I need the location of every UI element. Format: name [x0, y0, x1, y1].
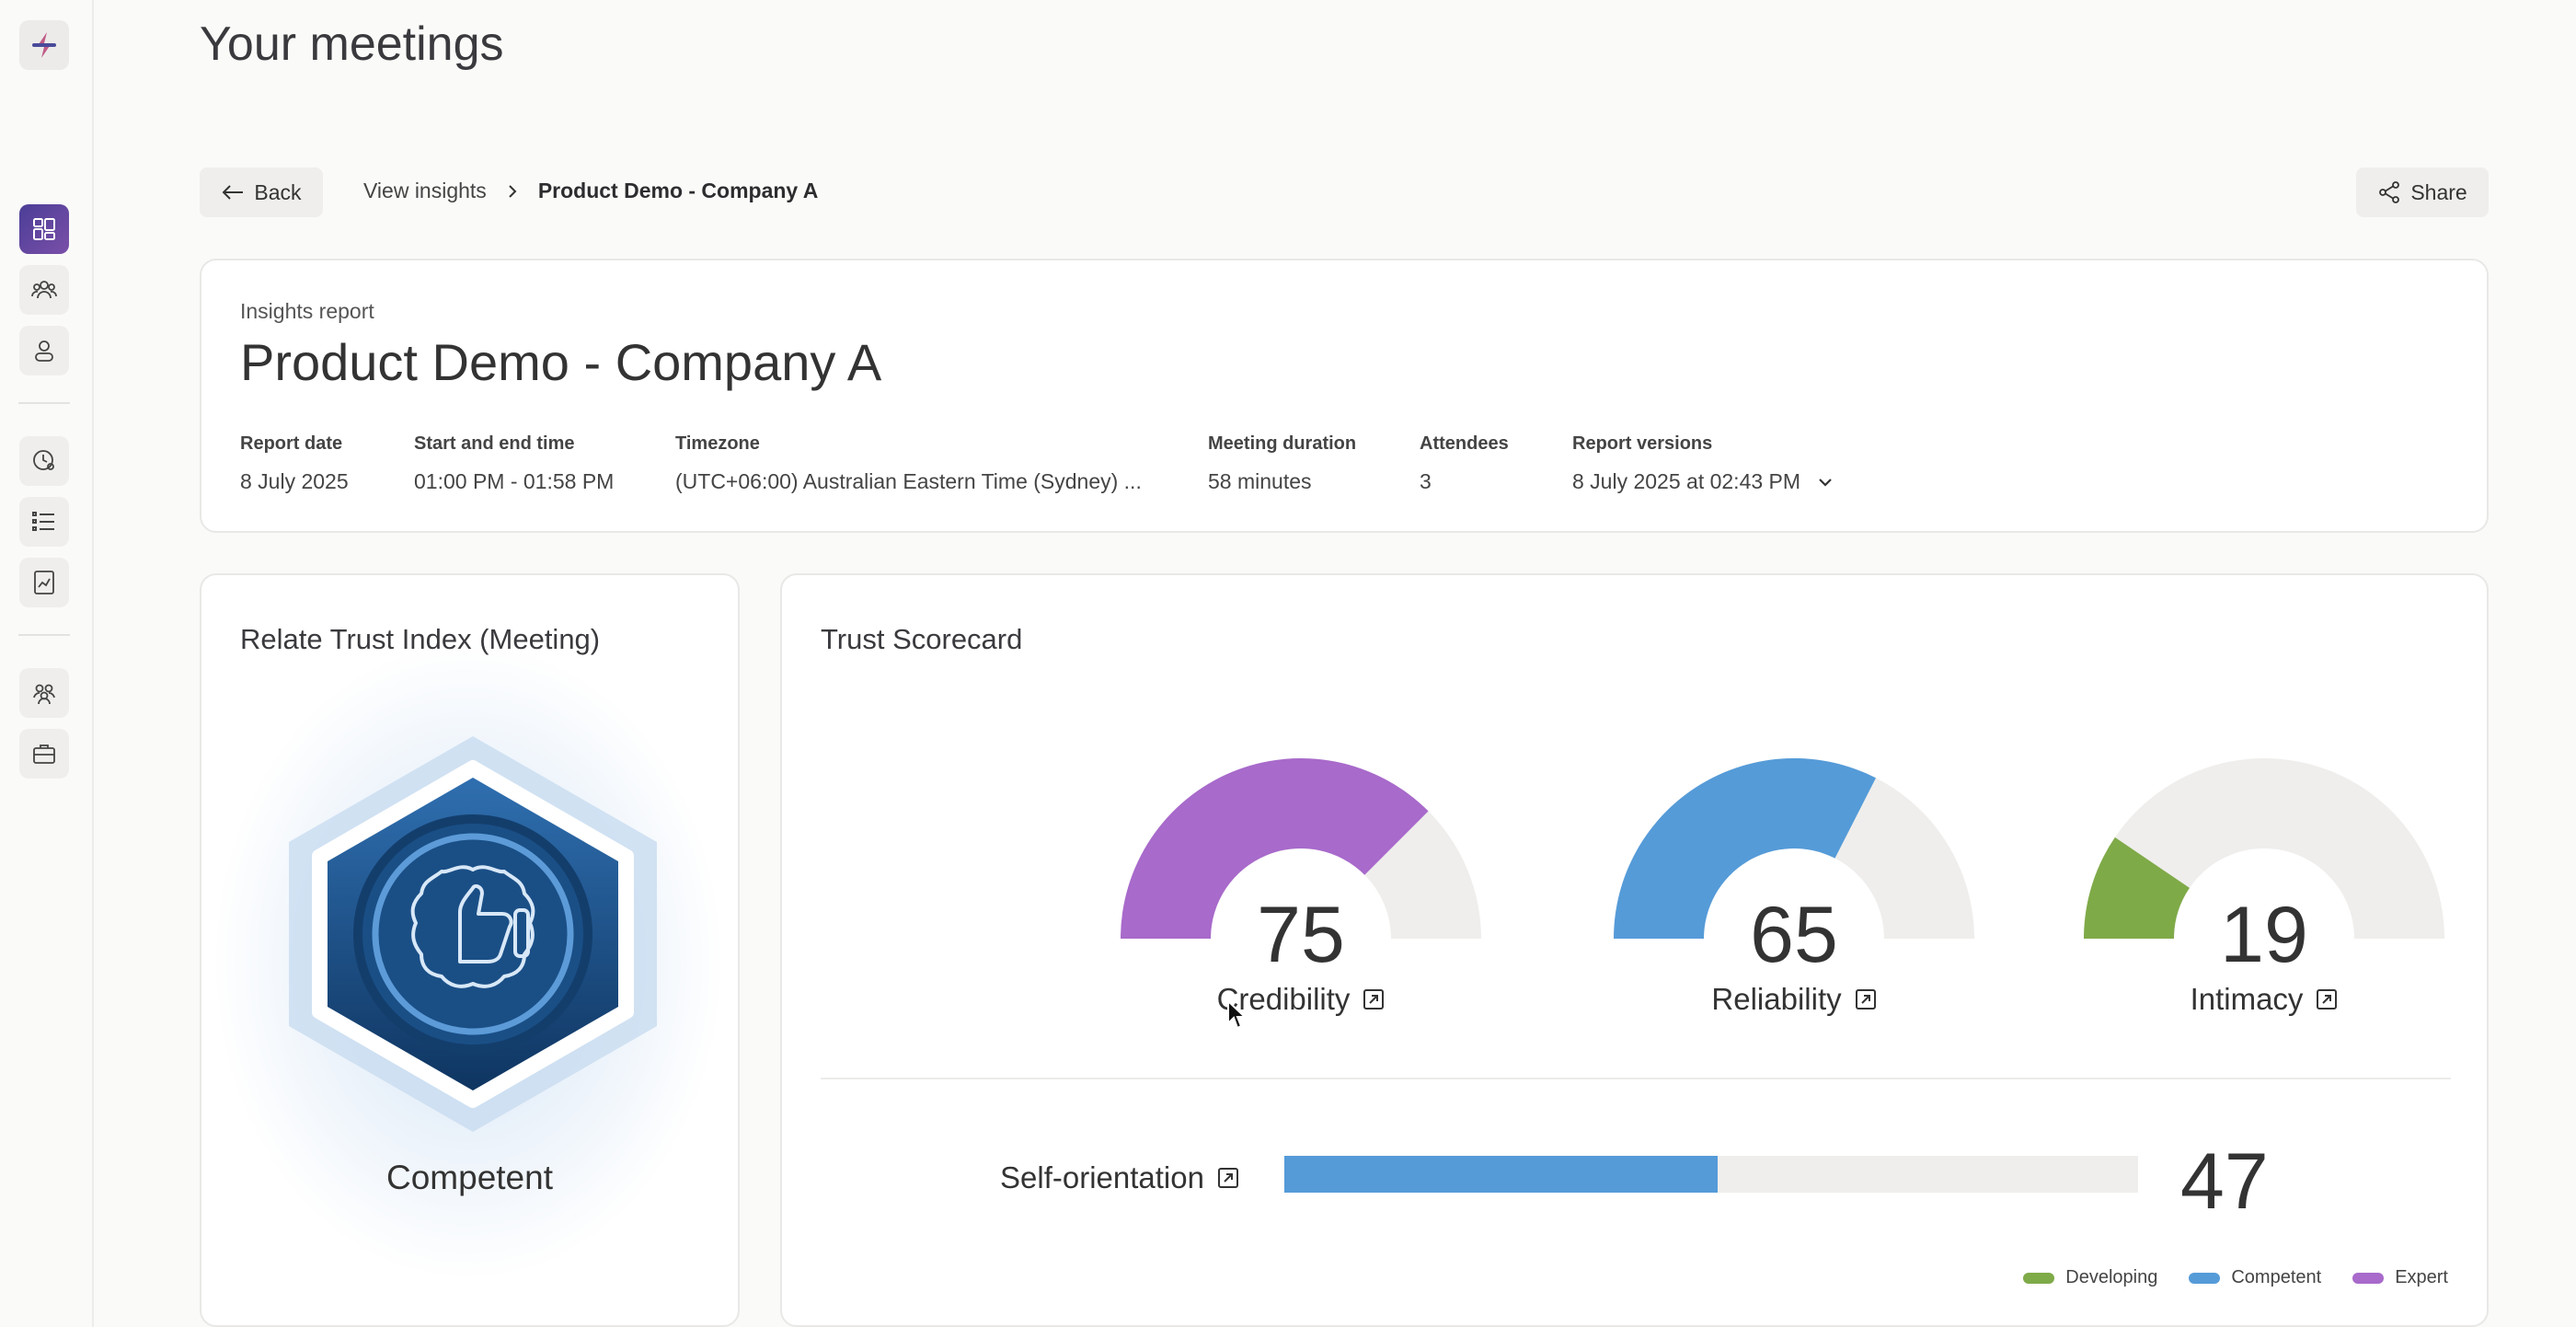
meta-label: Start and end time [414, 433, 575, 454]
gauge-fill-reliability [1614, 757, 1876, 939]
self-orientation-label-text: Self-orientation [1000, 1160, 1204, 1194]
legend-developing: Developing [2023, 1267, 2157, 1288]
gauges-chart [1121, 757, 2444, 939]
meta-label: Report versions [1572, 433, 1713, 454]
team-icon [33, 684, 55, 705]
nav-activity[interactable] [19, 436, 69, 486]
nav-reports[interactable] [19, 558, 69, 607]
share-button[interactable]: Share [2356, 167, 2489, 217]
share-icon [2379, 181, 2400, 203]
external-link-icon[interactable] [1217, 1167, 1239, 1189]
meta-label: Attendees [1420, 433, 1509, 454]
report-title: Product Demo - Company A [240, 333, 882, 391]
meta-label: Report date [240, 433, 343, 454]
reliability-label[interactable]: Reliability [1656, 982, 1932, 1017]
reliability-label-text: Reliability [1711, 982, 1842, 1016]
clock-user-icon [33, 450, 54, 470]
legend-swatch [2189, 1272, 2221, 1284]
report-header-card: Insights report Product Demo - Company A… [200, 259, 2489, 533]
trust-index-title: Relate Trust Index (Meeting) [240, 623, 601, 655]
meta-value: 01:00 PM - 01:58 PM [414, 469, 615, 493]
external-link-icon[interactable] [2316, 988, 2338, 1010]
page-title: Your meetings [200, 17, 504, 71]
list-icon [32, 512, 54, 531]
self-orientation-bar [1284, 1156, 2138, 1193]
report-chart-icon [34, 571, 54, 594]
legend-competent: Competent [2189, 1267, 2321, 1288]
gauge-fill-credibility [1121, 757, 1429, 939]
intimacy-score: 19 [2220, 891, 2308, 979]
briefcase-icon [33, 744, 55, 764]
chevron-down-icon [1819, 478, 1832, 487]
meta-report-versions: Report versions 8 July 2025 at 02:43 PM [1572, 433, 1834, 494]
gauge-fill-intimacy [2084, 837, 2190, 939]
trust-scorecard-card: Trust Scorecard 75 Credibility 65 Reliab… [780, 573, 2489, 1327]
legend-swatch [2023, 1272, 2055, 1284]
scorecard-divider [821, 1078, 2451, 1079]
back-label: Back [254, 179, 302, 204]
report-label: Insights report [240, 299, 374, 323]
reliability-score: 65 [1750, 891, 1838, 979]
meta-meeting-duration: Meeting duration 58 minutes [1208, 433, 1356, 494]
legend-label: Competent [2231, 1267, 2322, 1287]
back-button[interactable]: Back [200, 167, 323, 217]
chevron-right-icon [509, 184, 517, 198]
sidebar [0, 0, 94, 1327]
sidebar-divider [18, 402, 70, 404]
meta-label: Timezone [675, 433, 760, 454]
competent-badge-icon [289, 736, 657, 1132]
legend-swatch [2352, 1272, 2385, 1284]
nav-work[interactable] [19, 729, 69, 779]
legend-expert: Expert [2352, 1267, 2448, 1288]
legend-label: Developing [2065, 1267, 2158, 1287]
external-link-icon[interactable] [1855, 988, 1877, 1010]
nav-dashboard[interactable] [19, 204, 69, 254]
meta-value: 58 minutes [1208, 469, 1312, 493]
self-orientation-label[interactable]: Self-orientation [1000, 1160, 1239, 1195]
self-orientation-score: 47 [2180, 1137, 2269, 1226]
legend-label: Expert [2395, 1267, 2448, 1287]
meta-attendees: Attendees 3 [1420, 433, 1509, 494]
mouse-cursor-icon [1227, 999, 1248, 1030]
meta-label: Meeting duration [1208, 433, 1357, 454]
meta-value: 8 July 2025 [240, 469, 349, 493]
intimacy-label-text: Intimacy [2190, 982, 2304, 1016]
credibility-score: 75 [1257, 891, 1345, 979]
external-link-icon[interactable] [1363, 988, 1385, 1010]
trust-index-level: Competent [386, 1159, 553, 1196]
meetings-icon [31, 281, 57, 299]
meta-timezone: Timezone (UTC+06:00) Australian Eastern … [675, 433, 1142, 494]
trust-scorecard-title: Trust Scorecard [821, 623, 1023, 655]
breadcrumb-view-insights[interactable]: View insights [363, 179, 487, 202]
logo-icon [32, 32, 56, 58]
breadcrumb-current: Product Demo - Company A [537, 179, 819, 202]
credibility-label[interactable]: Credibility [1163, 982, 1439, 1017]
report-version-select[interactable]: 8 July 2025 at 02:43 PM [1572, 469, 1834, 494]
meta-value: 3 [1420, 469, 1432, 493]
intimacy-label[interactable]: Intimacy [2126, 982, 2402, 1017]
self-orientation-bar-fill [1284, 1156, 1719, 1193]
meta-value: (UTC+06:00) Australian Eastern Time (Syd… [675, 469, 1142, 493]
app-logo[interactable] [19, 20, 69, 70]
breadcrumb: View insights Product Demo - Company A [363, 179, 818, 203]
share-label: Share [2410, 179, 2467, 204]
nav-team[interactable] [19, 668, 69, 718]
arrow-left-icon [223, 185, 244, 200]
dashboard-icon [33, 218, 55, 240]
profile-icon [35, 340, 53, 362]
scorecard-legend: Developing Competent Expert [2023, 1267, 2448, 1288]
trust-index-card: Relate Trust Index (Meeting) Competent [200, 573, 740, 1327]
nav-list[interactable] [19, 497, 69, 547]
report-version-value: 8 July 2025 at 02:43 PM [1572, 469, 1801, 493]
meta-report-date: Report date 8 July 2025 [240, 433, 349, 494]
sidebar-divider [18, 634, 70, 636]
nav-meetings[interactable] [19, 265, 69, 315]
nav-profile[interactable] [19, 326, 69, 375]
meta-start-end-time: Start and end time 01:00 PM - 01:58 PM [414, 433, 614, 494]
